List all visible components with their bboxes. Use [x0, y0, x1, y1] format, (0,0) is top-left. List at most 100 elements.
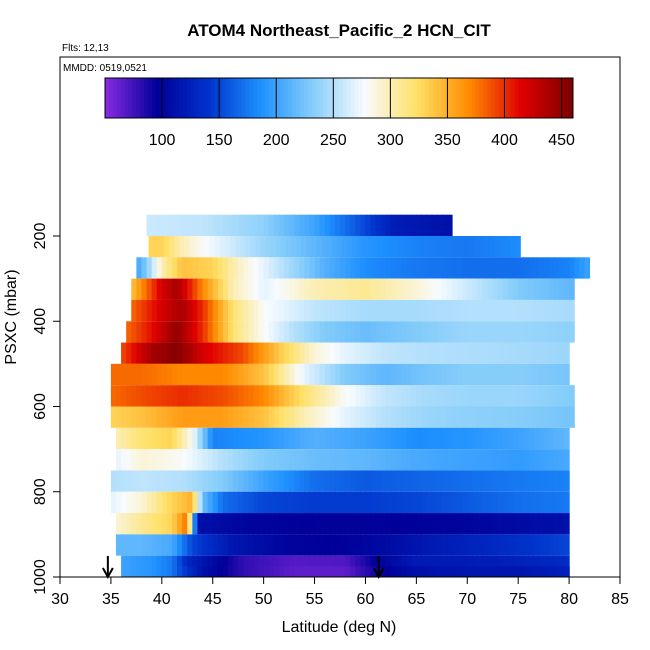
heatmap-cell	[482, 566, 489, 577]
heatmap-cell	[421, 427, 428, 450]
colorbar-swatch	[245, 78, 250, 118]
heatmap-cell	[273, 299, 280, 322]
heatmap-cell	[197, 278, 204, 300]
heatmap-cell	[278, 363, 285, 386]
heatmap-cell	[187, 427, 193, 450]
heatmap-cell	[187, 299, 193, 322]
colorbar-swatch	[498, 78, 504, 118]
colorbar-swatch	[183, 78, 188, 118]
heatmap-cell	[396, 342, 402, 364]
heatmap-cell	[146, 342, 153, 364]
heatmap-cell	[304, 342, 311, 364]
heatmap-cell	[497, 406, 504, 428]
heatmap-cell	[309, 278, 316, 300]
heatmap-cell	[207, 342, 214, 364]
heatmap-cell	[441, 566, 448, 577]
heatmap-cell	[238, 470, 244, 492]
heatmap-cell	[513, 470, 519, 492]
colorbar-swatch	[311, 78, 317, 118]
colorbar-swatch	[128, 78, 133, 118]
heatmap-cell	[421, 385, 428, 407]
heatmap-cell	[248, 299, 255, 322]
heatmap-cell	[548, 299, 555, 322]
colorbar-frame	[104, 77, 574, 119]
colorbar-swatch	[378, 78, 383, 118]
heatmap-cell	[273, 566, 280, 577]
heatmap-cell	[467, 342, 473, 364]
heatmap-cell	[161, 555, 168, 577]
heatmap-cell	[345, 534, 351, 556]
heatmap-cell	[508, 299, 514, 322]
heatmap-cell	[202, 363, 209, 386]
heatmap-cell	[467, 363, 473, 386]
heatmap-band-425	[126, 321, 575, 343]
heatmap-cell	[340, 214, 346, 236]
heatmap-cell	[523, 449, 529, 471]
heatmap-cell	[355, 363, 361, 386]
heatmap-cell	[207, 363, 214, 386]
heatmap-cell	[431, 449, 438, 471]
heatmap-cell	[452, 321, 458, 343]
heatmap-cell	[268, 470, 275, 492]
heatmap-cell	[497, 257, 504, 279]
heatmap-cell	[370, 566, 377, 577]
heatmap-cell	[141, 321, 148, 343]
heatmap-cell	[355, 321, 361, 343]
colorbar-swatch	[424, 78, 430, 118]
heatmap-cell	[263, 449, 270, 471]
heatmap-cell	[273, 513, 280, 535]
heatmap-cell	[538, 449, 545, 471]
heatmap-cell	[217, 342, 224, 364]
heatmap-cell	[350, 427, 356, 450]
heatmap-cell	[217, 299, 224, 322]
heatmap-cell	[258, 363, 265, 386]
heatmap-cell	[467, 299, 473, 322]
heatmap-cell	[192, 214, 199, 236]
heatmap-cell	[553, 470, 560, 492]
heatmap-cell	[365, 427, 372, 450]
heatmap-cell	[136, 406, 143, 428]
heatmap-cell	[390, 363, 397, 386]
heatmap-cell	[513, 513, 519, 535]
heatmap-cell	[304, 534, 311, 556]
heatmap-cell	[401, 278, 407, 300]
heatmap-cell	[479, 236, 486, 258]
heatmap-cell	[375, 321, 382, 343]
heatmap-cell	[146, 299, 153, 322]
heatmap-cell	[350, 385, 356, 407]
heatmap-cell	[243, 321, 249, 343]
heatmap-cell	[492, 470, 499, 492]
heatmap-cell	[233, 278, 239, 300]
heatmap-cell	[258, 406, 265, 428]
heatmap-cell	[355, 385, 361, 407]
heatmap-cell	[141, 491, 148, 514]
heatmap-cell	[446, 449, 453, 471]
heatmap-cell	[431, 385, 438, 407]
heatmap-cell	[273, 449, 280, 471]
heatmap-cell	[569, 278, 575, 300]
heatmap-cell	[528, 534, 535, 556]
heatmap-cell	[284, 342, 290, 364]
heatmap-cell	[238, 385, 244, 407]
heatmap-cell	[233, 566, 239, 577]
heatmap-cell	[233, 321, 239, 343]
heatmap-cell	[385, 427, 392, 450]
heatmap-cell	[166, 491, 173, 514]
heatmap-cell	[233, 257, 239, 279]
colorbar-swatch	[303, 78, 309, 118]
heatmap-cell	[314, 299, 321, 322]
heatmap-cell	[268, 513, 275, 535]
colorbar-swatch	[530, 78, 535, 118]
heatmap-cell	[375, 214, 382, 236]
heatmap-cell	[238, 321, 244, 343]
heatmap-cell	[148, 236, 155, 258]
heatmap-cell	[416, 278, 423, 300]
heatmap-cell	[299, 385, 305, 407]
heatmap-cell	[375, 299, 382, 322]
heatmap-cell	[553, 566, 560, 577]
heatmap-cell	[487, 385, 494, 407]
heatmap-cell	[518, 566, 524, 577]
heatmap-cell	[222, 342, 229, 364]
heatmap-cell	[334, 257, 341, 279]
heatmap-cell	[431, 427, 438, 450]
